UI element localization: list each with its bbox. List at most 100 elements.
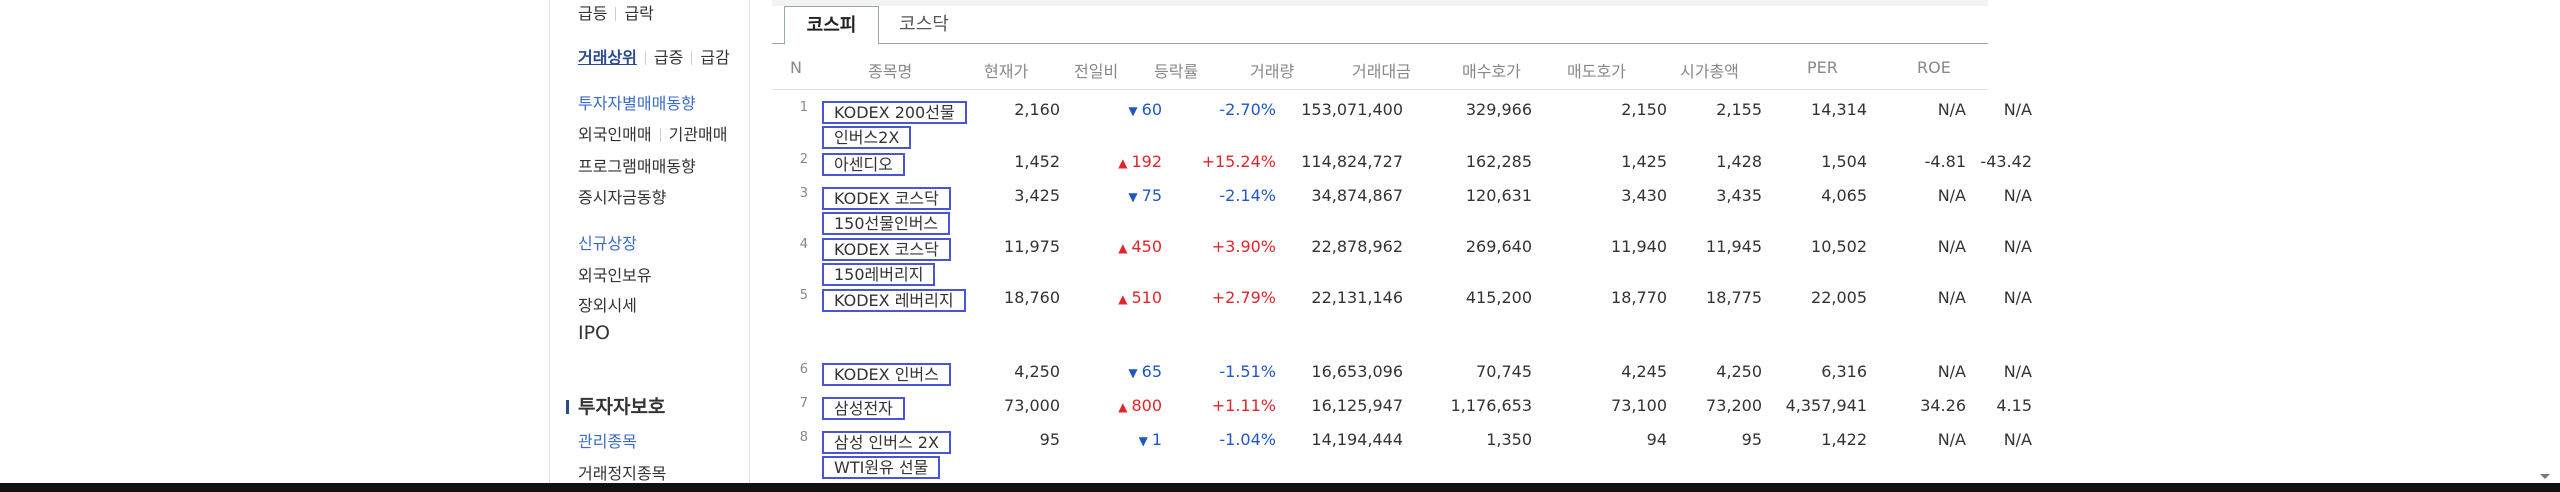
change-cell: ▼ 75 (1062, 186, 1162, 205)
sidebar-link-volume-drop[interactable]: 급감 (700, 48, 730, 67)
trade-amount: 329,966 (1465, 100, 1532, 119)
sidebar-row-funds: 증시자금동향 (578, 184, 666, 208)
stock-name-link[interactable]: KODEX 인버스 (822, 363, 951, 386)
row-number: 5 (799, 288, 808, 303)
col-header-name: 종목명 (868, 62, 913, 81)
sidebar-link-foreign-trade[interactable]: 외국인매매 (578, 125, 652, 144)
sidebar-link-investor-trend[interactable]: 투자자별매매동향 (578, 94, 696, 113)
bid-price: 94 (1646, 430, 1667, 449)
trade-amount: 269,640 (1465, 237, 1532, 256)
main-content: 코스피 코스닥 N 종목명 현재가 전일비 등락률 거래량 거래대금 매수호가 … (772, 0, 2032, 492)
change-cell: ▲ 510 (1062, 288, 1162, 307)
change-rate: -2.14% (1219, 186, 1276, 205)
change-value: 60 (1141, 100, 1162, 119)
change-cell: ▼ 1 (1062, 430, 1162, 449)
divider (659, 128, 661, 142)
sidebar-link-institution-trade[interactable]: 기관매매 (668, 125, 728, 144)
sidebar-link-volume-surge[interactable]: 급증 (653, 48, 684, 67)
change-value: 65 (1141, 362, 1162, 381)
stock-name-cell: KODEX 코스닥150레버리지 (822, 237, 967, 287)
per-value: N/A (1937, 430, 1966, 449)
roe-value: N/A (2003, 362, 2032, 381)
tab-kosdaq[interactable]: 코스닥 (899, 14, 949, 35)
stock-name-cell: KODEX 200선물인버스2X (822, 100, 967, 150)
stock-name-cell: KODEX 코스닥150선물인버스 (822, 186, 967, 236)
sidebar-link-suspended-stocks[interactable]: 거래정지종목 (578, 464, 667, 483)
col-header-volume: 거래량 (1250, 62, 1295, 81)
volume: 16,653,096 (1311, 362, 1403, 381)
sidebar-link-surge[interactable]: 급등 (578, 4, 608, 23)
sidebar-row-surge: 급등 급락 (578, 0, 654, 24)
roe-value: N/A (2003, 288, 2032, 307)
tab-kospi[interactable]: 코스피 (784, 6, 879, 45)
stock-name-link[interactable]: KODEX 코스닥150레버리지 (822, 238, 951, 286)
sidebar-link-market-funds[interactable]: 증시자금동향 (578, 188, 667, 207)
sidebar-row-foreign-hold: 외국인보유 (578, 262, 652, 286)
bid-price: 4,245 (1621, 362, 1667, 381)
sidebar-link-top-volume[interactable]: 거래상위 (578, 48, 637, 67)
sidebar-link-foreign-holding[interactable]: 외국인보유 (578, 266, 652, 285)
per-value: -4.81 (1924, 152, 1966, 171)
triangle-up-icon: ▲ (1118, 241, 1128, 255)
stock-name-cell: 삼성 인버스 2X WTI원유 선물 (822, 430, 967, 480)
col-header-ask: 매도호가 (1567, 62, 1626, 81)
triangle-up-icon: ▲ (1118, 156, 1128, 170)
stock-name-link[interactable]: 삼성 인버스 2X WTI원유 선물 (822, 431, 951, 479)
scroll-arrow-icon[interactable] (2540, 474, 2550, 479)
change-rate: -1.04% (1219, 430, 1276, 449)
change-rate: -1.51% (1219, 362, 1276, 381)
stock-name-link[interactable]: KODEX 200선물인버스2X (822, 101, 967, 149)
sidebar: 급등 급락 거래상위 급증 급감 투자자별매매동향 외국인매매 기관매매 프로그램매매동… (549, 0, 750, 492)
stock-name-link[interactable]: KODEX 레버리지 (822, 289, 966, 312)
change-value: 192 (1131, 152, 1162, 171)
sidebar-row-foreign-inst: 외국인매매 기관매매 (578, 121, 728, 145)
col-header-amount: 거래대금 (1352, 62, 1411, 81)
sidebar-link-program-trade[interactable]: 프로그램매매동향 (578, 157, 696, 176)
sidebar-section-investor-protection: 투자자보호 (578, 392, 665, 419)
roe-value: N/A (2003, 237, 2032, 256)
volume: 34,874,867 (1311, 186, 1403, 205)
sidebar-link-ipo[interactable]: IPO (578, 322, 611, 344)
stock-name-link[interactable]: 아센디오 (822, 153, 905, 176)
stock-name-link[interactable]: KODEX 코스닥150선물인버스 (822, 187, 951, 235)
tabbar-background (772, 0, 1988, 6)
volume: 153,071,400 (1301, 100, 1403, 119)
triangle-down-icon: ▼ (1138, 434, 1148, 448)
change-cell: ▲ 192 (1062, 152, 1162, 171)
col-header-n: N (790, 58, 802, 77)
sidebar-link-otc-price[interactable]: 장외시세 (578, 296, 637, 315)
change-rate: +2.79% (1211, 288, 1276, 307)
current-price: 11,975 (1004, 237, 1060, 256)
volume: 16,125,947 (1311, 396, 1403, 415)
change-cell: ▲ 800 (1062, 396, 1162, 415)
change-value: 800 (1131, 396, 1162, 415)
triangle-down-icon: ▼ (1128, 104, 1138, 118)
trade-amount: 1,176,653 (1450, 396, 1532, 415)
sidebar-link-new-listing[interactable]: 신규상장 (578, 234, 637, 253)
sidebar-link-plunge[interactable]: 급락 (624, 4, 654, 23)
row-number: 6 (799, 362, 808, 377)
ask-price: 3,435 (1716, 186, 1762, 205)
row-number: 4 (799, 237, 808, 252)
row-number: 8 (799, 430, 808, 445)
volume: 114,824,727 (1301, 152, 1403, 171)
col-header-market-cap: 시가총액 (1680, 62, 1739, 81)
col-header-per: PER (1807, 58, 1838, 77)
per-value: N/A (1937, 237, 1966, 256)
triangle-up-icon: ▲ (1118, 400, 1128, 414)
stock-name-link[interactable]: 삼성전자 (822, 397, 905, 420)
change-rate: +3.90% (1211, 237, 1276, 256)
col-header-current-price: 현재가 (984, 62, 1029, 81)
current-price: 18,760 (1004, 288, 1060, 307)
row-number: 1 (799, 100, 808, 115)
stock-name-cell: KODEX 인버스 (822, 362, 967, 387)
sidebar-row-suspended: 거래정지종목 (578, 460, 666, 484)
current-price: 4,250 (1014, 362, 1060, 381)
ask-price: 1,428 (1716, 152, 1762, 171)
bid-price: 3,430 (1621, 186, 1667, 205)
trade-amount: 1,350 (1486, 430, 1532, 449)
bid-price: 2,150 (1621, 100, 1667, 119)
roe-value: N/A (2003, 186, 2032, 205)
ask-price: 4,250 (1716, 362, 1762, 381)
sidebar-link-managed-stocks[interactable]: 관리종목 (578, 432, 637, 451)
